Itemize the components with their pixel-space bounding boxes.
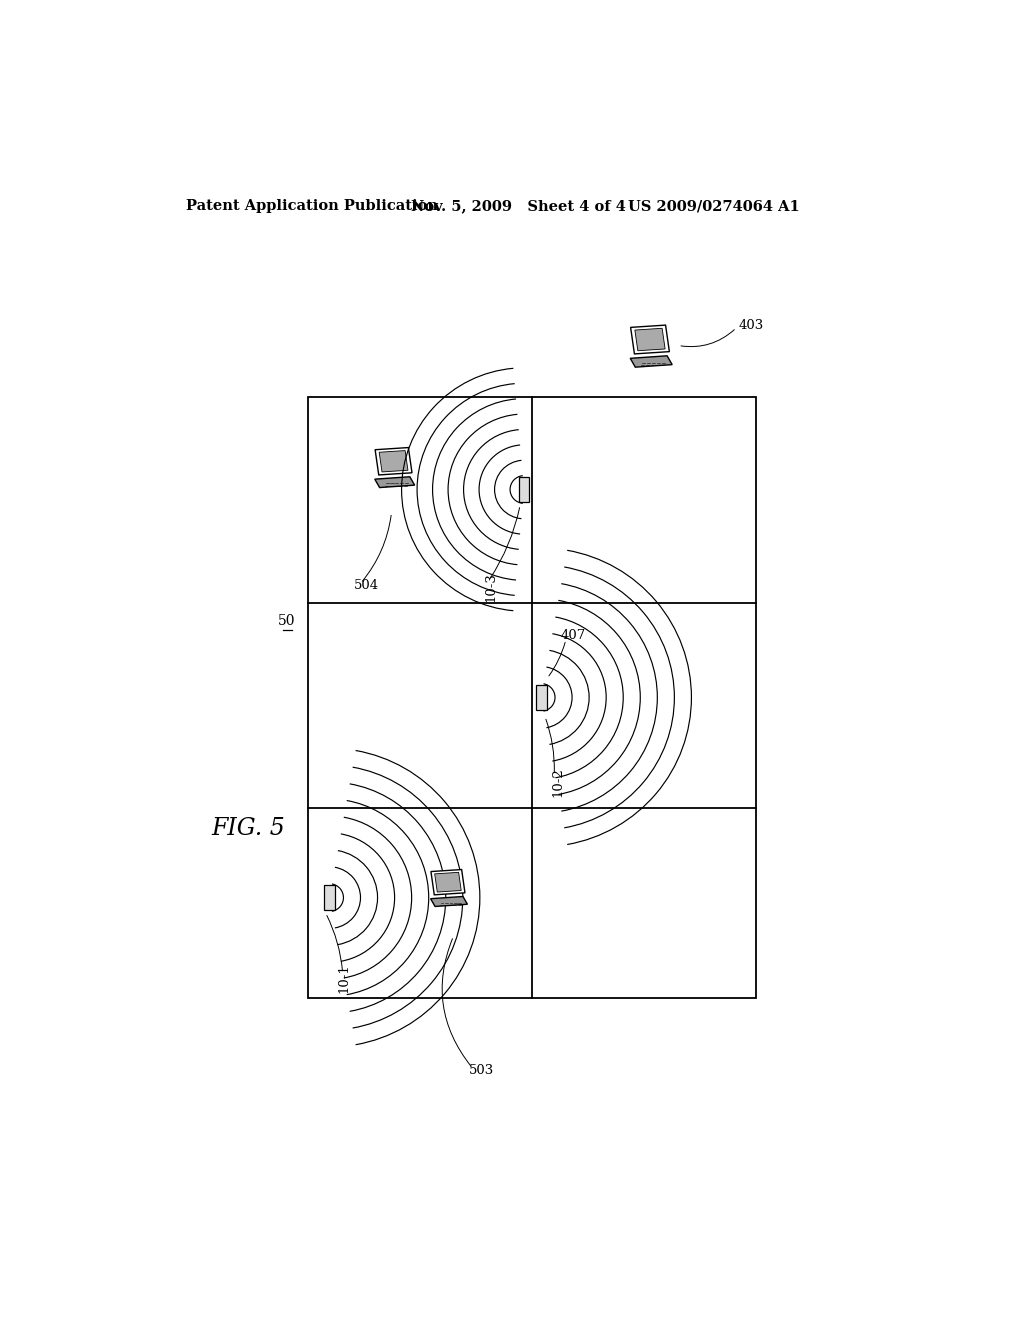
Polygon shape [379,450,408,473]
Text: 10-2: 10-2 [551,767,564,797]
Text: 503: 503 [469,1064,495,1077]
Text: 10-1: 10-1 [337,964,350,994]
Bar [518,478,529,502]
Text: 10-3: 10-3 [484,573,498,602]
Text: 403: 403 [738,319,764,333]
Text: Nov. 5, 2009   Sheet 4 of 4: Nov. 5, 2009 Sheet 4 of 4 [411,199,626,213]
Bar [536,685,547,710]
Bar [308,397,756,998]
Polygon shape [635,329,666,351]
Text: Patent Application Publication: Patent Application Publication [186,199,438,213]
Text: 504: 504 [354,579,380,593]
Text: US 2009/0274064 A1: US 2009/0274064 A1 [628,199,800,213]
Text: 50: 50 [279,614,296,628]
Polygon shape [434,873,461,892]
Text: FIG. 5: FIG. 5 [212,817,286,840]
Polygon shape [375,477,415,487]
Polygon shape [631,325,670,354]
Polygon shape [431,896,467,907]
Polygon shape [431,870,465,895]
Polygon shape [375,447,412,475]
Bar [324,886,335,909]
Polygon shape [630,356,672,367]
Text: 407: 407 [560,630,586,643]
